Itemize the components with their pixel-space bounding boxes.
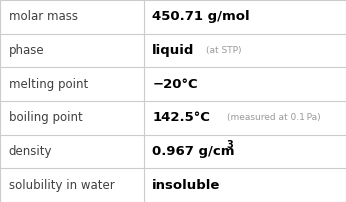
Text: −20°C: −20°C xyxy=(152,78,198,91)
Text: 450.71 g/mol: 450.71 g/mol xyxy=(152,10,250,23)
Text: phase: phase xyxy=(9,44,44,57)
Text: solubility in water: solubility in water xyxy=(9,179,115,192)
Text: 0.967 g/cm: 0.967 g/cm xyxy=(152,145,235,158)
Text: (measured at 0.1 Pa): (measured at 0.1 Pa) xyxy=(227,113,320,122)
Text: 142.5°C: 142.5°C xyxy=(152,111,210,124)
Text: boiling point: boiling point xyxy=(9,111,82,124)
Text: density: density xyxy=(9,145,52,158)
Text: melting point: melting point xyxy=(9,78,88,91)
Text: 3: 3 xyxy=(227,140,234,150)
Text: (at STP): (at STP) xyxy=(206,46,242,55)
Text: insoluble: insoluble xyxy=(152,179,221,192)
Text: molar mass: molar mass xyxy=(9,10,78,23)
Text: liquid: liquid xyxy=(152,44,194,57)
